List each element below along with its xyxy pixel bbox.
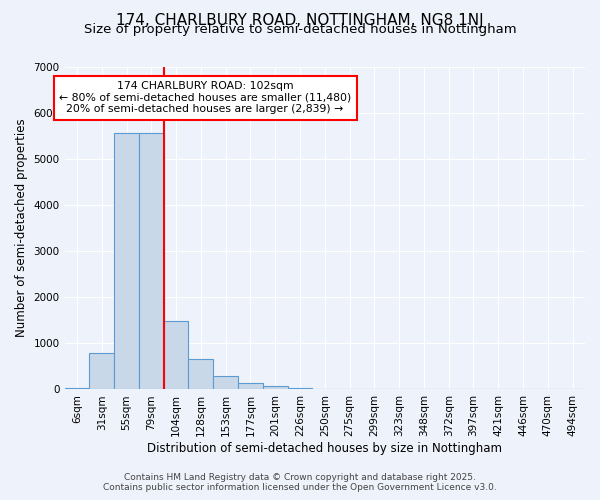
Bar [238, 383, 263, 390]
Bar [139, 134, 164, 390]
X-axis label: Distribution of semi-detached houses by size in Nottingham: Distribution of semi-detached houses by … [147, 442, 502, 455]
Bar [89, 352, 114, 390]
Text: Size of property relative to semi-detached houses in Nottingham: Size of property relative to semi-detach… [83, 22, 517, 36]
Y-axis label: Number of semi-detached properties: Number of semi-detached properties [15, 118, 28, 338]
Bar [213, 376, 238, 390]
Bar [114, 134, 139, 390]
Text: 174 CHARLBURY ROAD: 102sqm
← 80% of semi-detached houses are smaller (11,480)
20: 174 CHARLBURY ROAD: 102sqm ← 80% of semi… [59, 81, 351, 114]
Text: 174, CHARLBURY ROAD, NOTTINGHAM, NG8 1NJ: 174, CHARLBURY ROAD, NOTTINGHAM, NG8 1NJ [116, 12, 484, 28]
Text: Contains HM Land Registry data © Crown copyright and database right 2025.
Contai: Contains HM Land Registry data © Crown c… [103, 473, 497, 492]
Bar [65, 388, 89, 390]
Bar [287, 388, 313, 390]
Bar [164, 320, 188, 390]
Bar [188, 359, 213, 390]
Bar [263, 386, 287, 390]
